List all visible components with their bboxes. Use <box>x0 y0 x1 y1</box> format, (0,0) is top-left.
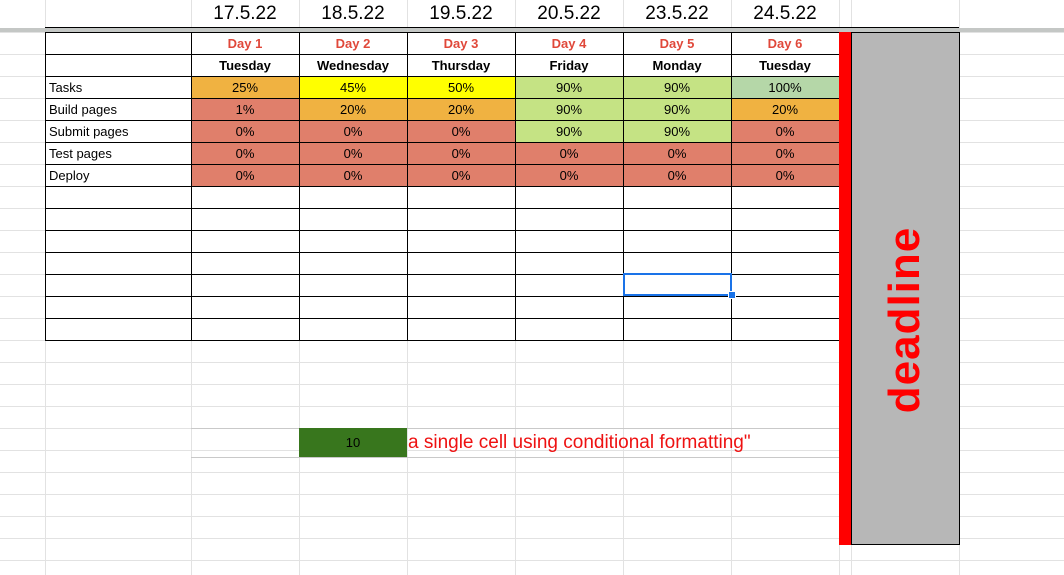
conditional-format-cell[interactable]: 10 <box>299 428 407 457</box>
progress-cell[interactable]: 0% <box>407 142 515 164</box>
progress-cell[interactable]: 0% <box>515 142 623 164</box>
progress-cell[interactable]: 90% <box>623 76 731 98</box>
deadline-panel[interactable] <box>851 32 960 545</box>
note-text: a single cell using conditional formatti… <box>408 432 751 453</box>
progress-cell[interactable]: 1% <box>191 98 299 120</box>
gridline-horizontal <box>0 384 1064 385</box>
progress-cell[interactable]: 25% <box>191 76 299 98</box>
progress-cell[interactable]: 0% <box>515 164 623 186</box>
weekday-cell[interactable]: Tuesday <box>219 57 271 73</box>
gridline-horizontal <box>0 450 1064 451</box>
progress-cell[interactable]: 90% <box>515 76 623 98</box>
progress-cell[interactable]: 45% <box>299 76 407 98</box>
deadline-red-bar <box>839 32 851 545</box>
gridline-horizontal <box>0 362 1064 363</box>
task-label[interactable]: Tasks <box>49 79 83 95</box>
table-border-horizontal <box>45 186 840 187</box>
conditional-format-value: 10 <box>345 435 361 450</box>
date-header[interactable]: 19.5.22 <box>429 3 493 24</box>
date-header[interactable]: 20.5.22 <box>537 3 601 24</box>
progress-cell[interactable]: 0% <box>407 120 515 142</box>
table-border-horizontal <box>45 120 840 121</box>
progress-cell[interactable]: 0% <box>731 120 839 142</box>
deadline-label: deadline <box>880 226 929 414</box>
table-border-horizontal <box>45 296 840 297</box>
gridline-horizontal <box>0 406 1064 407</box>
progress-cell[interactable]: 0% <box>191 142 299 164</box>
weekday-cell[interactable]: Friday <box>549 57 589 73</box>
progress-cell[interactable]: 0% <box>299 142 407 164</box>
day-number-cell[interactable]: Day 4 <box>551 35 587 51</box>
date-header[interactable]: 24.5.22 <box>753 3 817 24</box>
date-header[interactable]: 23.5.22 <box>645 3 709 24</box>
table-border-horizontal <box>45 252 840 253</box>
table-border-horizontal <box>45 230 840 231</box>
table-border-horizontal <box>45 142 840 143</box>
task-label[interactable]: Build pages <box>49 101 117 117</box>
date-header[interactable]: 17.5.22 <box>213 3 277 24</box>
day-number-cell[interactable]: Day 3 <box>443 35 479 51</box>
progress-cell[interactable]: 20% <box>299 98 407 120</box>
day-number-cell[interactable]: Day 1 <box>227 35 263 51</box>
progress-cell[interactable]: 90% <box>623 98 731 120</box>
task-label[interactable]: Deploy <box>49 167 90 183</box>
table-border-horizontal <box>45 340 840 341</box>
weekday-cell[interactable]: Wednesday <box>316 57 389 73</box>
table-border-horizontal <box>45 208 840 209</box>
progress-cell[interactable]: 0% <box>623 164 731 186</box>
fill-handle[interactable] <box>728 291 736 299</box>
table-border-horizontal <box>45 98 840 99</box>
progress-cell[interactable]: 20% <box>731 98 839 120</box>
table-border-horizontal <box>45 32 840 33</box>
table-border-horizontal <box>45 164 840 165</box>
progress-cell[interactable]: 90% <box>515 120 623 142</box>
table-border-horizontal <box>45 274 840 275</box>
frozen-row-divider <box>0 28 1064 32</box>
progress-cell[interactable]: 0% <box>191 120 299 142</box>
progress-cell[interactable]: 0% <box>299 120 407 142</box>
day-number-cell[interactable]: Day 5 <box>659 35 695 51</box>
gridline-horizontal <box>0 472 1064 473</box>
table-border-horizontal <box>45 54 840 55</box>
day-number-cell[interactable]: Day 2 <box>335 35 371 51</box>
progress-cell[interactable]: 0% <box>299 164 407 186</box>
gridline-horizontal <box>191 457 839 458</box>
gridline-horizontal <box>0 560 1064 561</box>
progress-cell[interactable]: 0% <box>731 142 839 164</box>
progress-cell[interactable]: 100% <box>731 76 839 98</box>
progress-cell[interactable]: 0% <box>731 164 839 186</box>
task-label[interactable]: Test pages <box>49 145 112 161</box>
progress-cell[interactable]: 90% <box>623 120 731 142</box>
table-border-horizontal <box>45 318 840 319</box>
progress-cell[interactable]: 50% <box>407 76 515 98</box>
date-header-underline <box>45 27 959 28</box>
gridline-horizontal <box>0 494 1064 495</box>
day-number-cell[interactable]: Day 6 <box>767 35 803 51</box>
weekday-cell[interactable]: Tuesday <box>759 57 811 73</box>
table-border-horizontal <box>45 76 840 77</box>
progress-cell[interactable]: 20% <box>407 98 515 120</box>
progress-cell[interactable]: 0% <box>407 164 515 186</box>
progress-cell[interactable]: 0% <box>623 142 731 164</box>
active-cell-selection[interactable] <box>623 273 732 296</box>
task-label[interactable]: Submit pages <box>49 123 129 139</box>
date-header[interactable]: 18.5.22 <box>321 3 385 24</box>
progress-cell[interactable]: 90% <box>515 98 623 120</box>
gridline-horizontal <box>0 516 1064 517</box>
gridline-horizontal <box>191 428 839 429</box>
weekday-cell[interactable]: Monday <box>652 57 702 73</box>
weekday-cell[interactable]: Thursday <box>431 57 491 73</box>
gridline-horizontal <box>0 538 1064 539</box>
progress-cell[interactable]: 0% <box>191 164 299 186</box>
